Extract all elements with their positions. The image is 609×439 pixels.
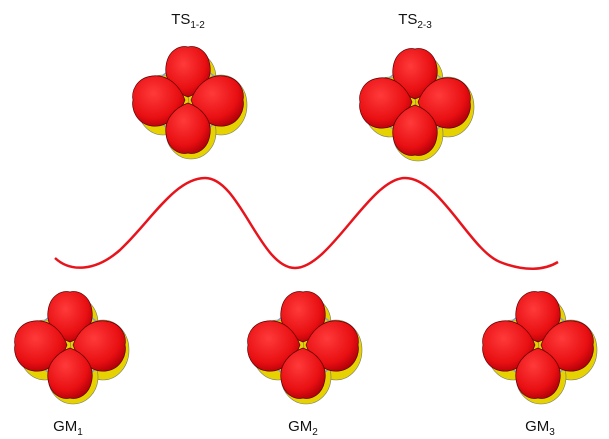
label-subscript: 1 bbox=[77, 427, 83, 438]
label-gm3: GM3 bbox=[525, 418, 555, 438]
label-text: TS bbox=[398, 11, 417, 28]
label-text: GM bbox=[525, 418, 549, 435]
label-ts12: TS1-2 bbox=[171, 11, 205, 31]
label-text: GM bbox=[288, 418, 312, 435]
molecule-ts12 bbox=[133, 47, 247, 159]
energy-curve bbox=[55, 178, 558, 269]
molecule-gm3 bbox=[483, 292, 597, 404]
molecule-ts23 bbox=[360, 49, 474, 161]
label-subscript: 2-3 bbox=[417, 20, 432, 31]
label-subscript: 1-2 bbox=[190, 20, 205, 31]
label-subscript: 3 bbox=[549, 427, 555, 438]
label-gm2: GM2 bbox=[288, 418, 318, 438]
label-ts23: TS2-3 bbox=[398, 11, 432, 31]
label-subscript: 2 bbox=[312, 427, 318, 438]
figure: TS1-2 TS2-3 GM1 GM2 GM3 bbox=[0, 0, 609, 439]
molecule-gm1 bbox=[15, 292, 129, 404]
label-text: GM bbox=[53, 418, 77, 435]
label-gm1: GM1 bbox=[53, 418, 83, 438]
molecule-gm2 bbox=[248, 292, 362, 404]
label-text: TS bbox=[171, 11, 190, 28]
